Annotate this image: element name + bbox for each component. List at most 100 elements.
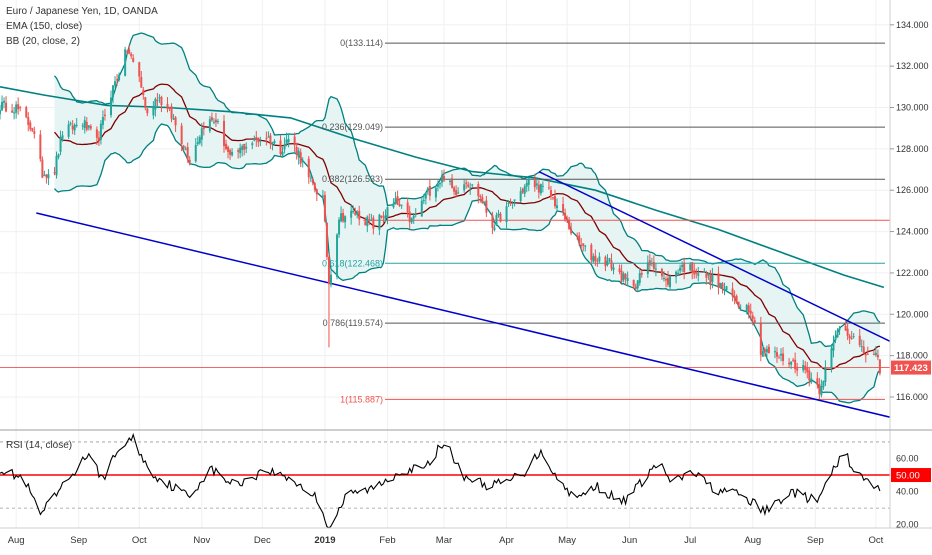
candle-body xyxy=(844,325,847,331)
candle-body xyxy=(697,273,700,276)
candle xyxy=(761,345,764,357)
candle xyxy=(683,257,686,280)
rsi-pane: 20.00 40.00 60.00 50.00 xyxy=(0,429,932,530)
candle xyxy=(428,179,431,201)
candle-body xyxy=(99,123,102,140)
candle-body xyxy=(358,211,361,220)
candle xyxy=(73,123,76,135)
candle xyxy=(85,117,88,132)
candle xyxy=(604,255,607,272)
candle-body xyxy=(778,357,781,359)
candle-body xyxy=(160,96,163,106)
candle xyxy=(850,330,853,340)
candle-body xyxy=(592,256,595,262)
candle xyxy=(216,118,219,125)
candle xyxy=(667,270,670,287)
candle-body xyxy=(455,190,458,195)
candle-body xyxy=(739,309,742,311)
candle-body xyxy=(721,283,724,290)
candle xyxy=(273,139,276,146)
candle xyxy=(467,181,470,189)
candle-body xyxy=(29,122,32,130)
candle-body xyxy=(366,216,369,227)
price-tick-label: 122.000 xyxy=(896,268,929,278)
candle-body xyxy=(124,49,127,76)
fib-level-label: 1(115.887) xyxy=(340,394,383,404)
candle xyxy=(846,322,849,341)
rsi-midline-label: 50.00 xyxy=(896,471,920,482)
candle xyxy=(130,52,133,59)
candle-body xyxy=(838,327,841,331)
bb-fill xyxy=(54,33,880,403)
candle-body xyxy=(568,219,571,229)
candle xyxy=(126,50,129,55)
candle-body xyxy=(251,143,254,146)
candle-body xyxy=(307,158,310,178)
candle-body xyxy=(438,182,441,185)
candle-body xyxy=(780,353,783,356)
candle-body xyxy=(370,219,373,221)
candle xyxy=(398,198,401,208)
candle xyxy=(650,257,653,267)
candle-body xyxy=(751,315,754,320)
candle xyxy=(368,213,371,225)
candle xyxy=(281,147,284,158)
candle-body xyxy=(549,190,552,197)
candle xyxy=(733,290,736,305)
time-tick-label: Jun xyxy=(622,535,637,546)
candle-body xyxy=(576,235,579,238)
candle xyxy=(214,112,217,127)
candle xyxy=(422,193,425,205)
candle-body xyxy=(126,50,129,52)
candle-body xyxy=(424,193,427,199)
candle-body xyxy=(382,216,385,218)
candle xyxy=(202,121,205,136)
candle-body xyxy=(325,222,328,257)
candle-body xyxy=(344,216,347,223)
candle-body xyxy=(132,58,135,62)
candle-body xyxy=(67,124,70,137)
candle-body xyxy=(648,260,651,266)
candle xyxy=(354,207,357,216)
candle xyxy=(864,353,867,363)
candle-body xyxy=(753,320,756,323)
candle xyxy=(342,208,345,223)
candle-body xyxy=(31,128,34,131)
candle xyxy=(697,266,700,282)
candle-body xyxy=(188,159,191,164)
rsi-line xyxy=(0,432,881,529)
candle xyxy=(380,215,383,219)
candle-body xyxy=(683,262,686,273)
candle xyxy=(652,255,655,273)
candle-body xyxy=(606,260,609,266)
candle xyxy=(449,178,452,186)
candle-body xyxy=(667,277,670,285)
time-axis: Aug Sep Oct Nov Dec 2019 Feb Mar Apr May Jun Jul Aug… xyxy=(0,527,932,546)
candle xyxy=(297,147,300,165)
candle-body xyxy=(626,277,629,282)
candle xyxy=(523,184,526,198)
candle-body xyxy=(820,386,823,396)
candle-body xyxy=(535,183,538,186)
price-tick-label: 118.000 xyxy=(896,351,928,361)
candle-body xyxy=(723,289,726,291)
candle xyxy=(866,346,869,355)
candle-body xyxy=(287,139,290,143)
candle-body xyxy=(170,106,173,119)
candle-body xyxy=(505,206,508,223)
candle xyxy=(731,282,734,302)
candle-body xyxy=(858,335,861,346)
candle xyxy=(608,257,611,263)
candle-body xyxy=(378,214,381,230)
candle xyxy=(57,153,60,160)
candle xyxy=(152,101,155,120)
fib-level-label: 0.236(129.049) xyxy=(322,122,383,132)
candle xyxy=(350,204,353,225)
candle-body xyxy=(410,218,413,223)
candle xyxy=(436,180,439,192)
candle xyxy=(810,372,813,385)
candle-body xyxy=(356,212,359,215)
candle-body xyxy=(664,278,667,281)
